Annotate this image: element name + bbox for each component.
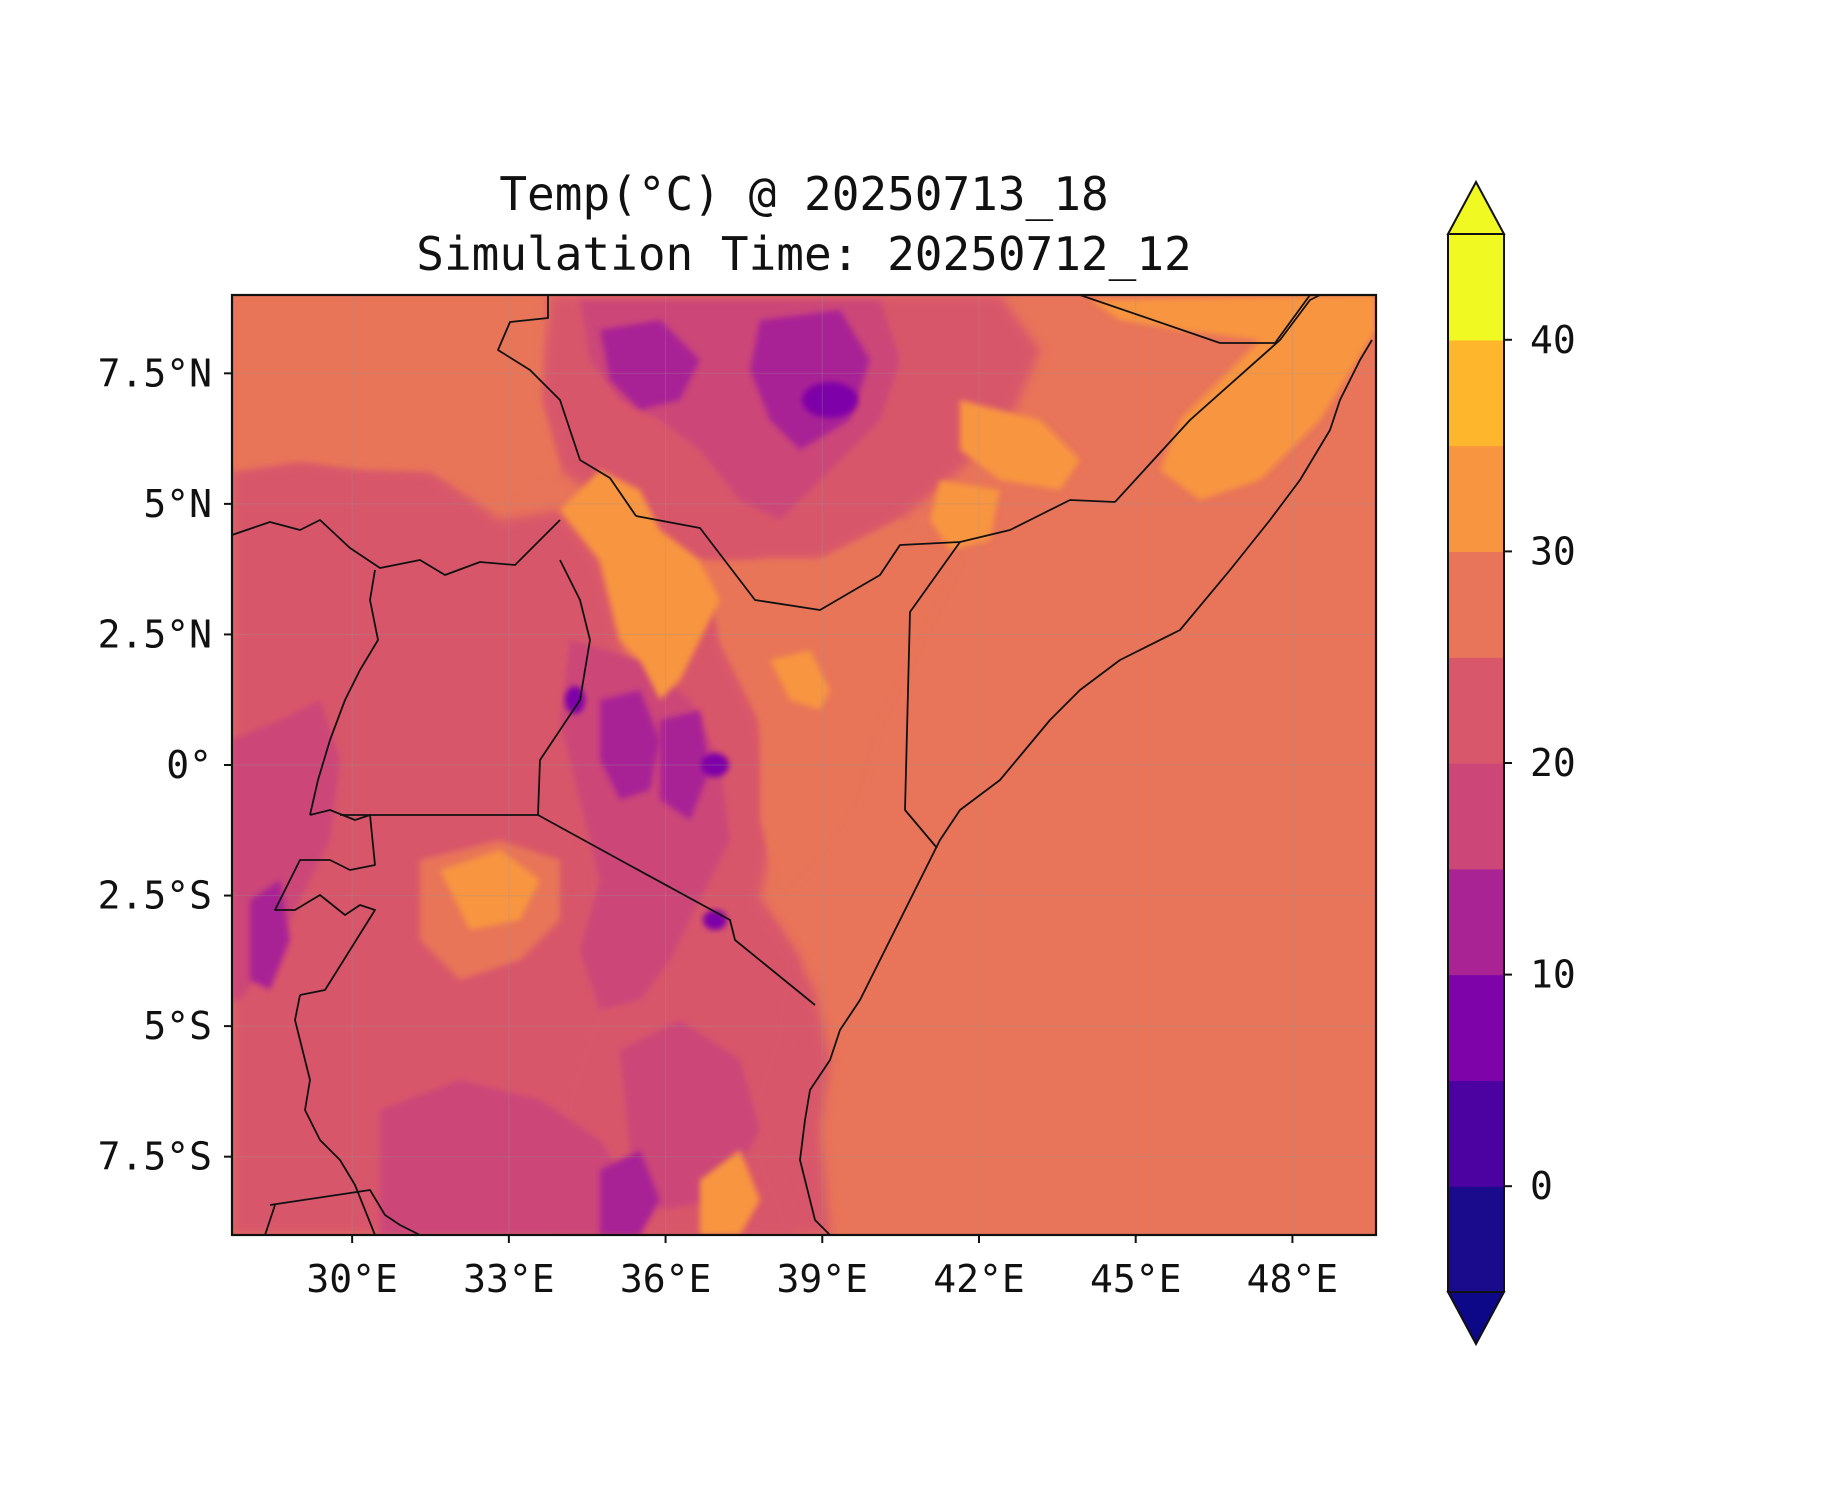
- temp-zone-30-35-somalia: [1090, 295, 1376, 500]
- colorbar-segment: [1448, 763, 1504, 870]
- temp-zone-30-35-turkana: [560, 470, 720, 700]
- temp-zone-10-15-c: [600, 690, 660, 800]
- colorbar-tick-label: 40: [1530, 318, 1576, 362]
- map-title-line-2: Simulation Time: 20250712_12: [416, 227, 1192, 281]
- lat-tick-label: 5°N: [143, 482, 212, 526]
- border-south: [269, 1189, 421, 1235]
- lon-tick-label: 42°E: [933, 1257, 1025, 1301]
- border-southsudan-ethiopia: [497, 295, 637, 517]
- colorbar-segment: [1448, 868, 1504, 976]
- temperature-field: [232, 295, 1376, 1235]
- colorbar-under-arrow: [1446, 1291, 1506, 1347]
- colorbar: 0 10 20 30 40: [1446, 179, 1576, 1347]
- border-ethiopia-kenya: [635, 499, 1116, 611]
- border-southwest: [264, 1204, 276, 1235]
- colorbar-over-arrow: [1446, 179, 1506, 235]
- lat-tick-label: 7.5°S: [98, 1135, 212, 1179]
- latitude-ticks: 7.5°N 5°N 2.5°N 0° 2.5°S 5°S 7.5°S: [98, 351, 232, 1179]
- lat-tick-label: 2.5°N: [98, 612, 212, 656]
- lat-tick-label: 2.5°S: [98, 874, 212, 918]
- country-borders: [232, 295, 1373, 1235]
- temp-zone-10-15-f: [250, 880, 290, 990]
- temp-zone-30-35-kenya-ne: [770, 650, 830, 710]
- temp-zone-5-10-b: [701, 753, 729, 777]
- temp-zone-5-10-d: [565, 686, 585, 714]
- border-tanzania-kenya: [537, 814, 816, 1006]
- colorbar-tick-label: 10: [1530, 953, 1576, 997]
- graticule-lines: [232, 295, 1376, 1235]
- lat-tick-label: 5°S: [143, 1004, 212, 1048]
- colorbar-segment: [1448, 339, 1504, 447]
- temp-zone-30-35-tanzania: [440, 850, 540, 930]
- temp-zone-20-25-highlands: [540, 295, 1040, 1235]
- coastline: [799, 339, 1373, 1235]
- colorbar-segment: [1448, 657, 1504, 764]
- border-southsudan-uganda: [232, 519, 561, 576]
- temp-zone-30-35-ogaden: [960, 400, 1080, 490]
- temp-zone-15-20-south: [380, 1080, 640, 1235]
- colorbar-tick-label: 0: [1530, 1164, 1553, 1208]
- temp-zone-5-10-c: [703, 910, 727, 930]
- colorbar-segment: [1448, 551, 1504, 658]
- colorbar-segment: [1448, 1186, 1504, 1293]
- lat-tick-label: 7.5°N: [98, 351, 212, 395]
- border-uganda-kenya: [537, 559, 591, 816]
- lon-tick-label: 48°E: [1247, 1257, 1339, 1301]
- colorbar-tick-label: 30: [1530, 529, 1576, 573]
- border-rwanda: [274, 809, 376, 996]
- longitude-ticks: 30°E 33°E 36°E 39°E 42°E 45°E 48°E: [306, 1235, 1338, 1301]
- border-uganda-drc: [309, 569, 379, 816]
- border-ethiopia-somalia: [1114, 295, 1321, 503]
- colorbar-segment: [1448, 234, 1504, 341]
- colorbar-segment: [1448, 974, 1504, 1081]
- lat-tick-label: 0°: [166, 743, 212, 787]
- temp-zone-5-10-a: [802, 382, 858, 418]
- temp-zone-25-30-kenya-east: [700, 520, 960, 900]
- lon-tick-label: 39°E: [777, 1257, 869, 1301]
- colorbar-segment: [1448, 1080, 1504, 1187]
- colorbar-tick-label: 20: [1530, 741, 1576, 785]
- temp-zone-10-15-e: [600, 1150, 660, 1235]
- temp-zone-25-30-northwest: [232, 295, 560, 510]
- lon-tick-label: 36°E: [620, 1257, 712, 1301]
- map-title-line-1: Temp(°C) @ 20250713_18: [499, 167, 1109, 221]
- lon-tick-label: 30°E: [306, 1257, 398, 1301]
- border-somalia-north: [1220, 295, 1311, 344]
- border-ethiopia-djibouti: [1079, 295, 1221, 344]
- temp-zone-30-35-chalbi: [930, 480, 1000, 550]
- lon-tick-label: 45°E: [1090, 1257, 1182, 1301]
- temp-zone-30-35-south: [700, 1150, 760, 1235]
- border-drc-tanzania: [294, 994, 376, 1235]
- temp-zone-10-15-d: [660, 710, 710, 820]
- border-kenya-somalia: [904, 541, 961, 849]
- colorbar-segment: [1448, 445, 1504, 552]
- temp-zone-10-15: [600, 320, 700, 410]
- lon-tick-label: 33°E: [463, 1257, 555, 1301]
